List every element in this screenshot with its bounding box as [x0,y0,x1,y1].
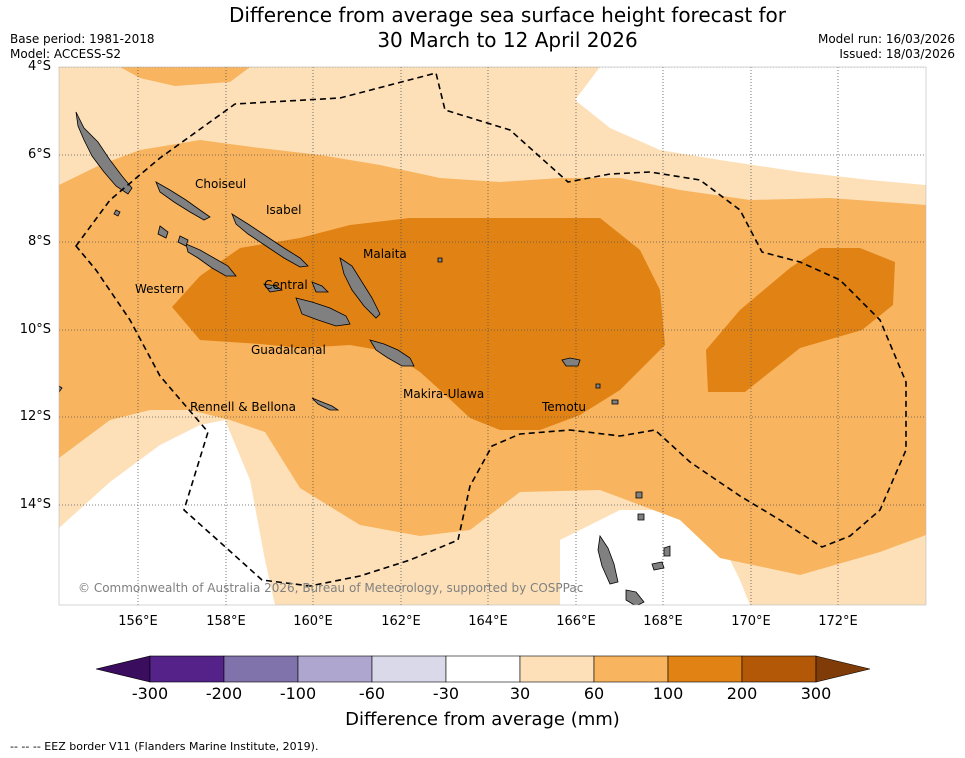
lat-label: 8°S [27,234,51,249]
colorbar-tick: -300 [131,684,169,703]
colorbar-tick: 60 [583,684,605,703]
lat-label: 12°S [19,409,51,424]
colorbar-segment [519,655,595,683]
island-new-georgia [185,243,237,277]
lon-label: 164°E [468,614,508,629]
island-vanuatu-small-4 [637,513,645,521]
map-frame [58,66,927,606]
island-bougainville [75,111,133,195]
lon-label: 172°E [818,614,858,629]
island-rennell [311,397,340,411]
lon-label: 158°E [206,614,246,629]
lat-label: 10°S [19,322,51,337]
colorbar-segment [445,655,521,683]
region-label-isabel: Isabel [266,203,302,217]
colorbar-tick: -200 [205,684,243,703]
colorbar-tick: 30 [509,684,531,703]
colorbar-arrow-left [95,655,151,683]
region-label-western: Western [135,282,185,296]
lon-label: 160°E [293,614,333,629]
model-name: Model: ACCESS-S2 [10,47,122,61]
colorbar-segment [667,655,743,683]
colorbar-segment [223,655,299,683]
island-westedge [59,385,63,393]
region-label-guadalcanal: Guadalcanal [251,343,326,357]
lat-label: 6°S [27,147,51,162]
lon-label: 162°E [381,614,421,629]
eez-footnote: -- -- -- EEZ border V11 (Flanders Marine… [10,740,319,753]
model-run: Model run: 16/03/2026 [817,32,955,46]
map-area [59,67,926,605]
colorbar-tick: -30 [432,684,460,703]
island-espiritu-santo [597,534,619,585]
land-masses [59,111,671,605]
colorbar-tick: 200 [726,684,758,703]
base-period: Base period: 1981-2018 [10,32,155,46]
region-label-malaita: Malaita [363,247,407,261]
issued-date: Issued: 18/03/2026 [839,47,955,61]
island-small-2 [611,399,619,405]
colorbar-segment [593,655,669,683]
island-vella-lavella [157,225,169,239]
colorbar [95,655,871,683]
colorbar-arrow-right [815,655,871,683]
region-label-temotu: Temotu [542,400,587,414]
copyright-notice: © Commonwealth of Australia 2026, Bureau… [78,581,584,595]
colorbar-segment [297,655,373,683]
island-small-3 [437,257,443,263]
map-svg [58,66,927,606]
island-makira [369,339,415,367]
contour-white-southwest [59,420,275,605]
contour-100-200-main [172,218,665,430]
colorbar-tick: -60 [358,684,386,703]
colorbar-segment [741,655,817,683]
island-choiseul [155,181,211,221]
island-vanuatu-small-3 [635,491,643,499]
title-line-2: 30 March to 12 April 2026 [377,28,638,52]
lon-label: 156°E [118,614,158,629]
island-kolombangara [177,235,189,247]
lat-label: 4°S [27,59,51,74]
meta-left: Base period: 1981-2018 Model: ACCESS-S2 [10,32,155,62]
colorbar-segment [149,655,225,683]
island-malaita [339,257,381,319]
contour-white-northeast [575,67,926,185]
island-isabel [231,213,309,268]
island-buka [113,209,121,217]
region-label-central: Central [264,278,308,292]
colorbar-tick: 300 [800,684,832,703]
contour-60-100-north [120,67,250,86]
island-russell [311,281,329,293]
gridlines [59,67,926,605]
colorbar-segment [371,655,447,683]
colorbar-tick: -100 [279,684,317,703]
island-guadalcanal [295,297,351,327]
island-small-1 [595,383,601,389]
region-label-makira-ulawa: Makira-Ulawa [403,387,485,401]
island-vanuatu-small-1 [651,561,665,571]
lon-label: 166°E [556,614,596,629]
lat-label: 14°S [19,497,51,512]
colorbar-label: Difference from average (mm) [345,709,620,730]
lon-label: 170°E [731,614,771,629]
title-line-1: Difference from average sea surface heig… [228,3,787,27]
island-nggela [263,283,284,293]
island-santa-cruz [561,357,581,367]
island-vanuatu-small-2 [663,545,671,557]
lon-label: 168°E [643,614,683,629]
island-malekula [625,589,645,605]
eez-border [74,72,907,587]
chart-title: Difference from average sea surface heig… [0,3,965,53]
contour-100-200-east [706,248,895,392]
region-label-choiseul: Choiseul [195,177,247,191]
meta-right: Model run: 16/03/2026 Issued: 18/03/2026 [818,32,955,62]
colorbar-tick: 100 [652,684,684,703]
region-label-rennell-bellona: Rennell & Bellona [190,400,297,414]
